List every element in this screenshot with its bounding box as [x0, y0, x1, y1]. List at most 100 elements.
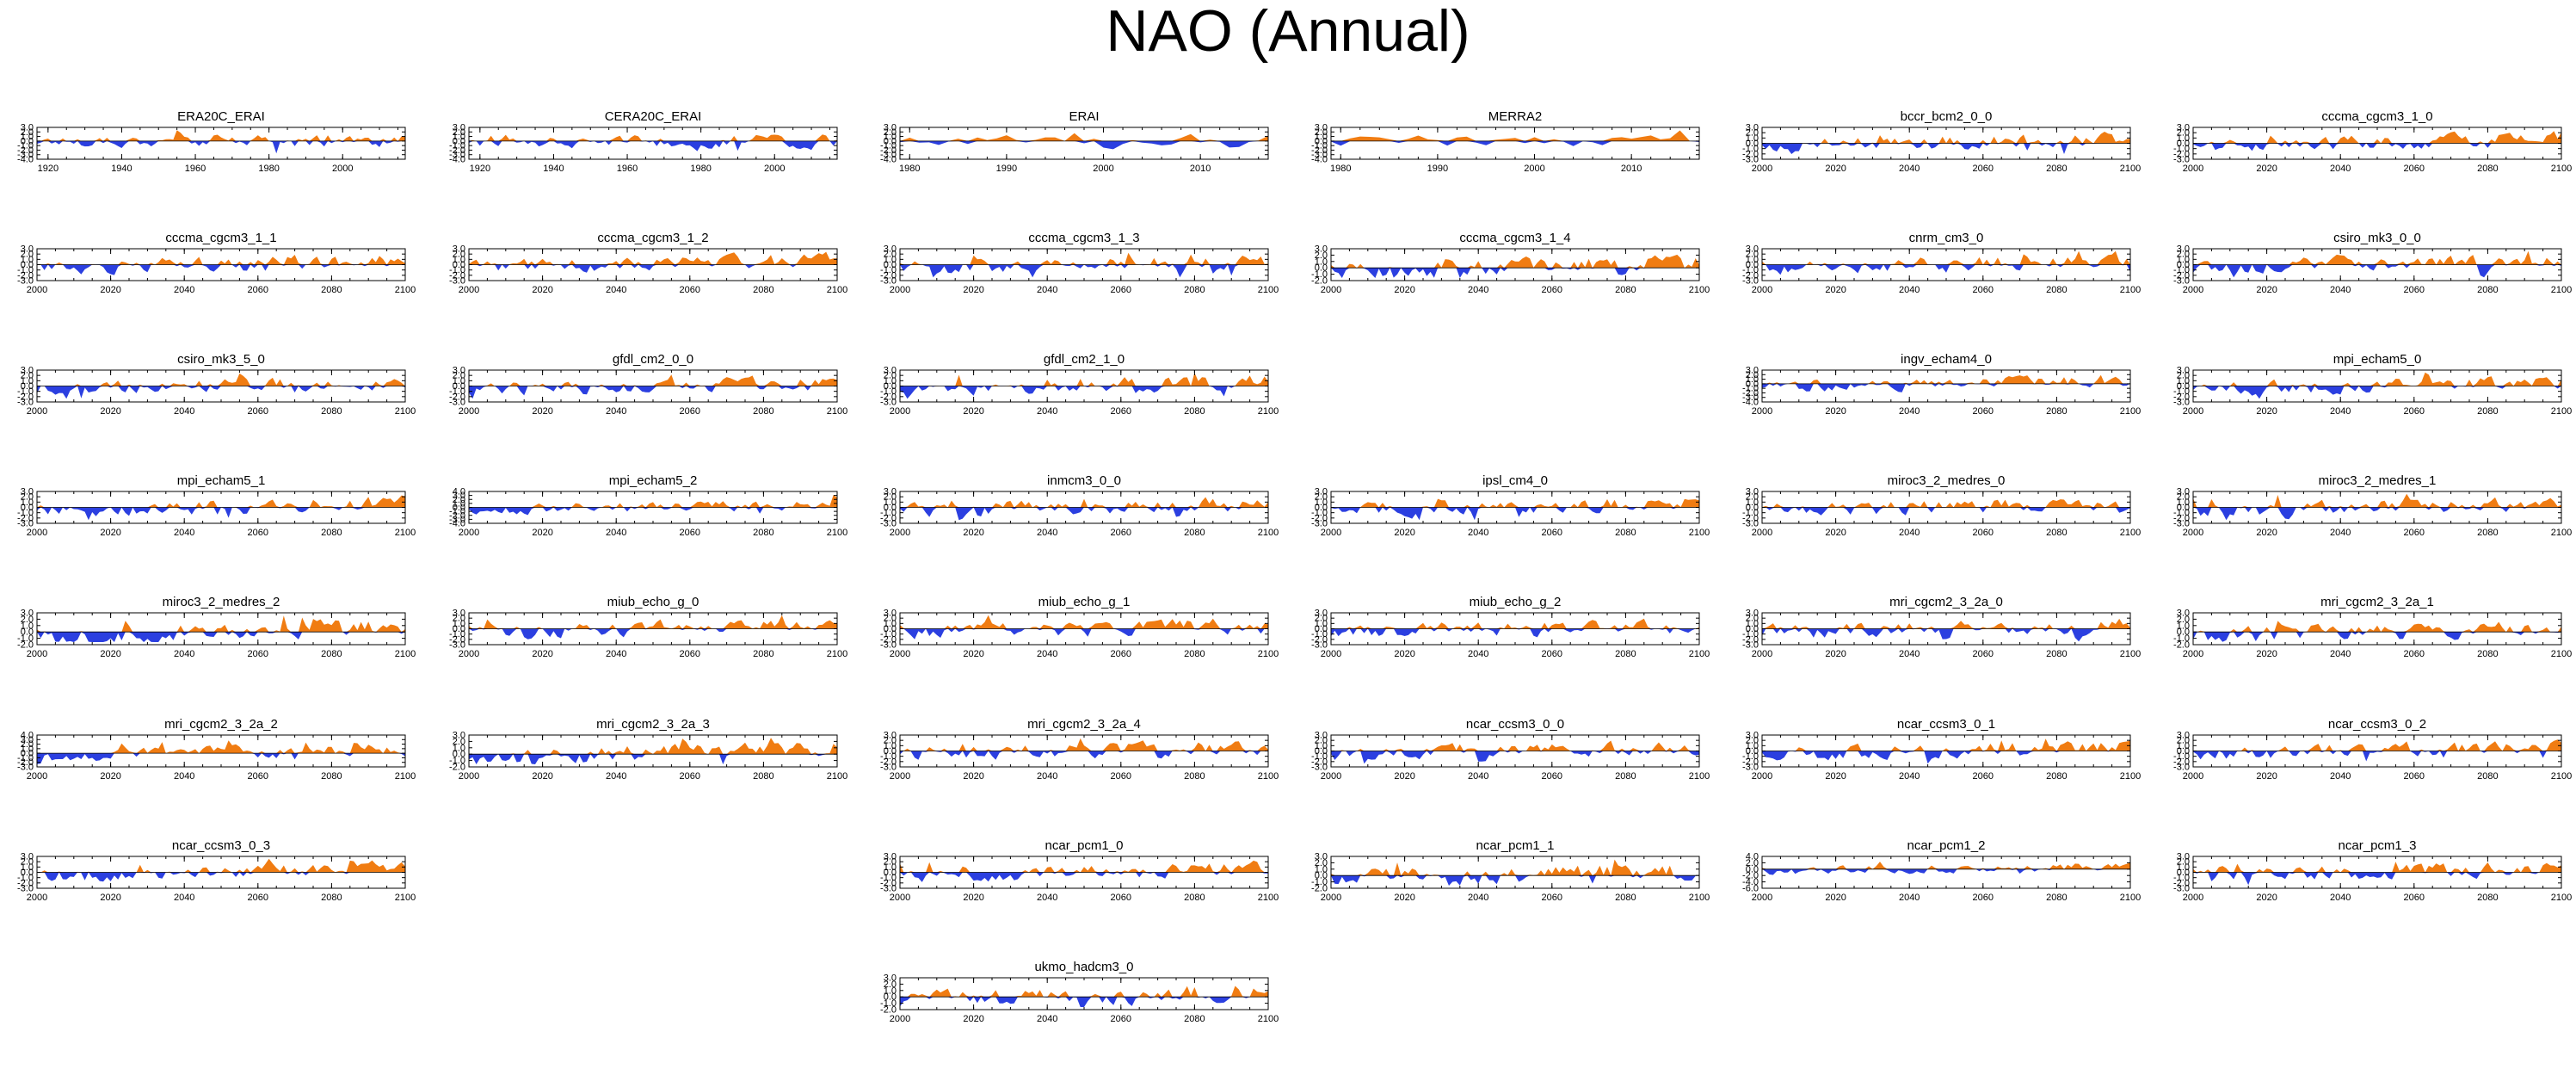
y-tick-label: -1.0 [449, 507, 465, 517]
x-tick-label: 2080 [321, 649, 342, 659]
negative-area [2193, 507, 2561, 521]
x-tick-label: 2100 [1689, 285, 1710, 295]
y-tick-label: 0.0 [2177, 260, 2190, 270]
panel-title: miub_echo_g_2 [1470, 595, 1562, 609]
y-tick-label: 4.0 [1746, 852, 1759, 862]
x-tick-label: 2040 [1899, 893, 1920, 903]
panel-svg: miub_echo_g_1 3.02.01.00.0-1.0-2.0-3.0200… [880, 595, 1279, 659]
x-tick-label: 2000 [1752, 771, 1772, 782]
positive-area [1331, 740, 1699, 751]
y-tick-label: -4.0 [449, 519, 465, 529]
x-tick-label: 2040 [174, 893, 194, 903]
nao-panel: ncar_ccsm3_0_3 3.0 2.0 1.0 0.0 -1.0 -2.0 -3.0 20… [3, 836, 433, 939]
y-tick-label: -2.0 [2173, 757, 2190, 767]
y-tick-label: -2.0 [17, 145, 34, 156]
y-tick-label: -4.0 [880, 155, 897, 165]
panel-svg: mri_cgcm2_3_2a_0 3.02.01.00.0-1.0-2.0-3.0… [1742, 595, 2141, 659]
panel-title: gfdl_cm2_0_0 [613, 352, 693, 367]
positive-area [37, 255, 405, 265]
y-tick-label: 2.0 [453, 371, 465, 381]
y-tick-label: 1.0 [1746, 374, 1759, 385]
y-tick-label: 0.0 [2177, 868, 2190, 878]
y-tick-label: -3.0 [2173, 398, 2190, 408]
y-tick-label: -1.0 [2173, 633, 2190, 644]
x-tick-label: 2020 [2256, 406, 2277, 417]
y-tick-label: 4.0 [21, 731, 34, 741]
x-tick-label: 2060 [680, 406, 700, 417]
y-tick-label: 0.0 [884, 746, 897, 757]
x-tick-label: 2040 [2330, 771, 2351, 782]
nao-panel: ncar_ccsm3_0_1 3.0 2.0 1.0 0.0 -1.0 -2.0 -3.0 20… [1728, 714, 2158, 818]
nao-panel: inmcm3_0_0 3.0 2.0 1.0 0.0 -1.0 -2.0 -3.0 2000 20… [866, 471, 1296, 574]
x-tick-label: 2020 [2256, 649, 2277, 659]
y-tick-label: 2.0 [21, 371, 34, 381]
y-tick-label: -3.0 [880, 150, 897, 160]
x-tick-label: 2080 [2477, 528, 2498, 538]
x-tick-label: 2100 [2120, 893, 2141, 903]
y-tick-label: -2.0 [1742, 757, 1759, 767]
x-tick-label: 2100 [395, 406, 416, 417]
nao-panel: ncar_pcm1_2 4.0 2.0 0.0 -2.0 -4.0 -6.0 2000 2020… [1728, 836, 2158, 939]
x-tick-label: 2060 [1111, 649, 1131, 659]
x-tick-label: 2000 [1524, 164, 1544, 174]
y-tick-label: 3.0 [453, 123, 465, 133]
y-tick-label: -1.0 [1311, 751, 1328, 762]
y-tick-label: 0.0 [1746, 260, 1759, 270]
y-tick-label: -3.0 [1311, 640, 1328, 651]
nao-panel: ncar_pcm1_1 3.0 2.0 1.0 0.0 -1.0 -2.0 2000 2020 2… [1297, 836, 1727, 939]
x-tick-label: 2020 [2256, 285, 2277, 295]
y-tick-label: 0.0 [21, 136, 34, 146]
panel-title: cccma_cgcm3_1_0 [2321, 109, 2432, 124]
panel-svg: cccma_cgcm3_1_33.02.01.00.0-1.0-2.0-3.02… [880, 231, 1279, 295]
negative-area [37, 632, 405, 642]
y-tick-label: -2.0 [449, 634, 465, 645]
y-tick-label: -2.0 [880, 1005, 897, 1016]
positive-area [2193, 739, 2561, 751]
panel-title: cccma_cgcm3_1_1 [165, 231, 276, 245]
y-tick-label: 0.0 [1315, 624, 1328, 634]
positive-area [1762, 499, 2130, 508]
x-tick-label: 2060 [2404, 528, 2425, 538]
x-tick-label: 2000 [1752, 285, 1772, 295]
x-tick-label: 1940 [543, 164, 564, 174]
x-tick-label: 2000 [890, 528, 910, 538]
y-tick-label: 3.0 [21, 123, 34, 133]
nao-panel: gfdl_cm2_0_0 3.0 2.0 1.0 0.0 -1.0 -2.0 -3.0 2000… [434, 349, 865, 453]
y-tick-label: 3.0 [21, 852, 34, 862]
negative-area [2193, 872, 2561, 886]
y-tick-label: 1.0 [884, 255, 897, 265]
y-tick-label: 2.0 [884, 614, 897, 624]
y-tick-label: -1.0 [880, 265, 897, 275]
panel-title: miroc3_2_medres_2 [163, 595, 280, 609]
x-tick-label: 2080 [1184, 1014, 1205, 1024]
negative-area [1331, 140, 1699, 146]
y-tick-label: -1.0 [2173, 873, 2190, 883]
y-tick-label: -2.0 [17, 640, 34, 651]
y-tick-label: 2.0 [1746, 858, 1759, 868]
y-tick-label: -2.0 [2173, 640, 2190, 651]
x-tick-label: 2020 [2256, 771, 2277, 782]
positive-area [1331, 130, 1699, 141]
y-tick-label: 0.0 [884, 992, 897, 1003]
x-tick-label: 2040 [2330, 528, 2351, 538]
y-tick-label: -1.0 [17, 141, 34, 151]
x-tick-label: 2060 [1542, 771, 1562, 782]
positive-area [469, 738, 837, 755]
x-tick-label: 2020 [963, 893, 983, 903]
x-tick-label: 2060 [2404, 649, 2425, 659]
x-tick-label: 2020 [963, 649, 983, 659]
panel-svg: gfdl_cm2_0_0 3.02.01.00.0-1.0-2.0-3.02000… [449, 352, 847, 417]
x-tick-label: 2100 [2120, 285, 2141, 295]
y-tick-label: -3.0 [1311, 150, 1328, 160]
x-tick-label: 2020 [100, 406, 120, 417]
x-tick-label: 2000 [27, 771, 47, 782]
y-tick-label: 1.0 [2177, 133, 2190, 144]
x-tick-label: 2060 [248, 406, 268, 417]
nao-panel: miub_echo_g_1 3.0 2.0 1.0 0.0 -1.0 -2.0 -3.0 200… [866, 592, 1296, 695]
x-tick-label: 2000 [459, 528, 479, 538]
x-tick-label: 2080 [2046, 406, 2067, 417]
y-tick-label: 3.0 [1315, 487, 1328, 497]
